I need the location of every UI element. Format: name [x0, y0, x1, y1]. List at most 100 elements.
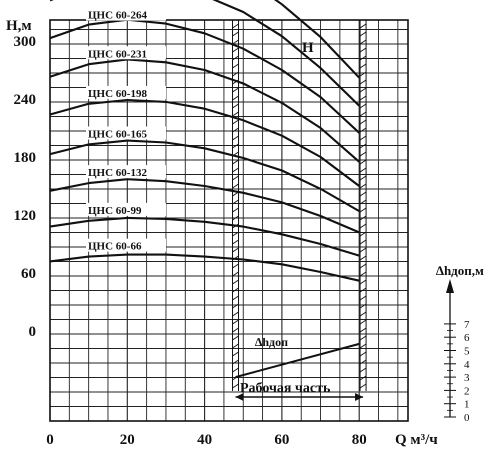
working-boundary-hatch	[359, 343, 367, 349]
working-boundary-hatch	[232, 135, 239, 141]
npsh-tick-label: 1	[464, 399, 470, 411]
working-boundary-hatch	[232, 207, 239, 213]
working-boundary-hatch	[359, 55, 367, 61]
pump-curve	[49, 0, 360, 107]
working-boundary-hatch	[232, 231, 239, 237]
npsh-tick-label: 6	[464, 332, 470, 344]
working-boundary-hatch	[232, 271, 239, 277]
working-boundary-hatch	[359, 39, 367, 45]
curve-label-bg	[86, 126, 166, 140]
working-boundary-hatch	[232, 39, 239, 45]
working-boundary-hatch	[232, 31, 239, 37]
working-boundary-hatch	[232, 303, 239, 309]
working-range-arrowhead	[355, 393, 364, 401]
working-boundary-hatch	[232, 111, 239, 117]
working-boundary-hatch	[359, 175, 367, 181]
working-boundary-hatch	[359, 303, 367, 309]
working-boundary-hatch	[232, 287, 239, 293]
working-boundary-hatch	[359, 231, 367, 237]
plot-frame	[49, 19, 409, 422]
curve-label-bg	[86, 165, 166, 179]
npsh-tick-label: 5	[464, 346, 470, 358]
working-boundary-hatch	[359, 239, 367, 245]
y-tick-label: 180	[14, 150, 37, 166]
working-boundary-hatch	[232, 215, 239, 221]
working-boundary-hatch	[232, 159, 239, 165]
x-axis-title: Q м³/ч	[395, 432, 438, 448]
npsh-axis-title: ∆hдоп,м	[436, 263, 484, 278]
working-boundary-hatch	[359, 207, 367, 213]
working-boundary-hatch	[359, 71, 367, 77]
y-tick-label: 60	[21, 266, 36, 282]
working-boundary-hatch	[232, 319, 239, 325]
npsh-tick-label: 2	[464, 385, 470, 397]
working-boundary-hatch	[232, 63, 239, 69]
working-boundary-hatch	[232, 343, 239, 349]
working-boundary-hatch	[359, 383, 367, 389]
working-boundary-hatch	[359, 335, 367, 341]
x-tick-label: 40	[197, 432, 212, 448]
y-tick-label: 120	[14, 208, 37, 224]
working-boundary-hatch	[232, 71, 239, 77]
pump-curve	[49, 216, 360, 257]
curve-label: ЦНС 60-165	[88, 128, 147, 140]
working-boundary-hatch	[232, 95, 239, 101]
working-range-boundaries	[232, 20, 367, 401]
working-boundary-hatch	[232, 311, 239, 317]
curve-label: ЦНС 60-99	[88, 205, 142, 217]
curve-label: ЦНС 60-66	[88, 241, 142, 253]
working-boundary-hatch	[359, 143, 367, 149]
working-boundary-hatch	[232, 327, 239, 333]
pump-curve	[49, 139, 360, 213]
working-boundary-hatch	[359, 183, 367, 189]
working-boundary-hatch	[359, 79, 367, 85]
working-boundary-hatch	[359, 199, 367, 205]
working-boundary-hatch	[232, 383, 239, 389]
chart-annotation-h: H	[302, 40, 314, 56]
working-boundary-hatch	[359, 119, 367, 125]
y-tick-label: 240	[14, 92, 37, 108]
working-boundary-hatch	[359, 359, 367, 365]
working-boundary-hatch	[232, 167, 239, 173]
working-boundary-hatch	[232, 175, 239, 181]
working-boundary-hatch	[232, 183, 239, 189]
working-boundary-hatch	[232, 23, 239, 29]
working-boundary-hatch	[359, 279, 367, 285]
working-boundary-hatch	[232, 55, 239, 61]
curve-label-bg	[86, 238, 166, 252]
x-tick-label: 60	[274, 432, 289, 448]
working-boundary-hatch	[359, 271, 367, 277]
working-boundary-hatch	[359, 135, 367, 141]
working-boundary-hatch	[232, 247, 239, 253]
working-boundary-hatch	[359, 167, 367, 173]
npsh-curve-label: ∆hдоп	[255, 335, 288, 349]
curve-label: ЦНС 60-132	[88, 167, 147, 179]
working-boundary-hatch	[359, 111, 367, 117]
working-boundary-hatch	[359, 23, 367, 29]
working-boundary-hatch	[359, 151, 367, 157]
npsh-tick-label: 0	[464, 412, 470, 424]
working-boundary-hatch	[359, 95, 367, 101]
working-boundary-hatch	[232, 199, 239, 205]
npsh-axis-arrow	[446, 279, 454, 293]
working-boundary-hatch	[232, 87, 239, 93]
pump-curve	[49, 58, 360, 163]
working-boundary-hatch	[359, 351, 367, 357]
y-axis-title: H,м	[6, 18, 32, 34]
working-boundary-hatch	[359, 223, 367, 229]
working-boundary-hatch	[359, 31, 367, 37]
npsh-tick-label: 4	[464, 359, 470, 371]
pump-curve	[49, 98, 360, 187]
pump-curve	[49, 178, 360, 234]
working-boundary-hatch	[232, 335, 239, 341]
working-boundary-hatch	[232, 119, 239, 125]
working-range-arrowhead	[235, 393, 244, 401]
working-boundary-hatch	[359, 47, 367, 53]
working-boundary-hatch	[359, 311, 367, 317]
curve-label: ЦНС 60-264	[88, 10, 147, 22]
working-boundary-hatch	[359, 375, 367, 381]
working-boundary-hatch	[232, 263, 239, 269]
working-boundary-hatch	[232, 279, 239, 285]
